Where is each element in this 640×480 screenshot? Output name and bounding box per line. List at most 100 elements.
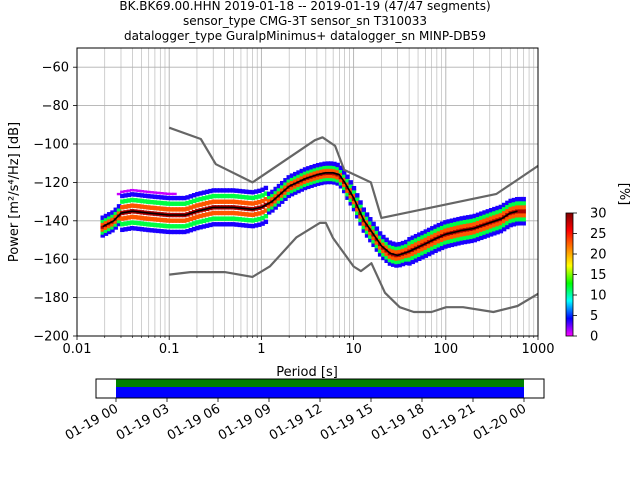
heatmap-cell xyxy=(263,185,269,191)
heatmap-cell xyxy=(165,218,171,223)
heatmap-cell xyxy=(133,220,138,226)
heatmap-cell xyxy=(204,195,210,200)
heatmap-cell xyxy=(423,237,429,242)
heatmap-cell xyxy=(286,175,291,180)
heatmap-cell xyxy=(169,218,174,223)
heatmap-cell xyxy=(505,204,510,210)
heatmap-cell xyxy=(107,223,112,229)
heatmap-cell xyxy=(404,246,409,252)
heatmap-cell xyxy=(430,242,435,247)
heatmap-cell xyxy=(312,167,318,172)
heatmap-cell xyxy=(469,234,474,240)
heatmap-cell xyxy=(417,240,422,245)
heatmap-cell xyxy=(390,258,396,264)
heatmap-cell xyxy=(172,195,177,201)
heatmap-cell xyxy=(328,164,334,169)
heatmap-cell xyxy=(338,165,344,170)
heatmap-cell xyxy=(384,244,389,250)
heatmap-cell xyxy=(116,218,122,224)
heatmap-cell xyxy=(227,188,233,193)
heatmap-cell xyxy=(253,211,259,217)
heatmap-cell xyxy=(508,218,513,224)
heatmap-cell xyxy=(498,228,504,234)
heatmap-cell xyxy=(263,219,269,225)
heatmap-cell xyxy=(178,201,184,206)
heatmap-cell xyxy=(191,221,197,226)
heatmap-cell xyxy=(355,210,360,215)
heatmap-cell xyxy=(364,219,370,224)
heatmap-cell xyxy=(433,224,438,229)
heatmap-cell xyxy=(358,214,363,219)
heatmap-cell xyxy=(195,225,200,231)
heatmap-cell xyxy=(390,245,396,250)
heatmap-cell xyxy=(413,250,419,255)
timeline-tick-label: 01-20 00 xyxy=(471,401,529,443)
heatmap-cell xyxy=(472,221,477,227)
heatmap-cell xyxy=(348,180,353,185)
heatmap-cell xyxy=(211,216,216,221)
colorbar-tick-label: 30 xyxy=(590,207,607,222)
heatmap-cell xyxy=(332,177,337,182)
heatmap-cell xyxy=(443,228,448,233)
timeline-tick-label: 01-19 00 xyxy=(63,401,121,443)
heatmap-cell xyxy=(410,239,415,244)
timeline-tick-label: 01-19 18 xyxy=(369,401,427,443)
heatmap-cell xyxy=(247,201,252,206)
heatmap-cell xyxy=(273,186,278,192)
y-tick-label: −80 xyxy=(42,99,69,114)
heatmap-cell xyxy=(129,226,135,231)
heatmap-cell xyxy=(358,200,363,205)
heatmap-cell xyxy=(394,242,399,247)
heatmap-cell xyxy=(116,207,122,212)
heatmap-cell xyxy=(374,229,380,235)
heatmap-cell xyxy=(110,213,115,218)
heatmap-cell xyxy=(436,230,442,236)
heatmap-cell xyxy=(175,229,180,235)
heatmap-cell xyxy=(165,229,171,235)
heatmap-cell xyxy=(514,205,520,210)
heatmap-cell xyxy=(257,211,262,216)
heatmap-cell xyxy=(247,223,252,229)
heatmap-cell xyxy=(452,225,458,231)
heatmap-cell xyxy=(306,181,311,186)
heatmap-cell xyxy=(159,191,164,195)
y-tick-label: −180 xyxy=(33,291,69,306)
heatmap-cell xyxy=(195,191,200,197)
heatmap-cell xyxy=(443,240,448,245)
heatmap-cell xyxy=(443,236,448,241)
heatmap-cell xyxy=(123,198,128,204)
heatmap-cell xyxy=(113,219,118,224)
heatmap-cell xyxy=(482,226,487,231)
heatmap-cell xyxy=(371,221,376,227)
heatmap-cell xyxy=(361,210,366,216)
heatmap-cell xyxy=(191,215,197,221)
heatmap-cell xyxy=(381,255,386,261)
heatmap-cell xyxy=(505,208,510,214)
heatmap-cell xyxy=(198,219,203,224)
heatmap-cell xyxy=(247,195,252,200)
heatmap-cell xyxy=(518,213,523,218)
heatmap-cell xyxy=(501,222,507,228)
heatmap-cell xyxy=(240,194,246,200)
heatmap-cell xyxy=(394,249,399,254)
heatmap-cell xyxy=(152,191,158,194)
x-axis-ticks: 0.01 0.1 1 10 100 1000 xyxy=(63,336,555,357)
heatmap-cell xyxy=(511,205,517,211)
heatmap-cell xyxy=(221,188,226,193)
heatmap-cell xyxy=(299,187,304,192)
heatmap-cell xyxy=(498,208,504,214)
heatmap-cell xyxy=(342,185,347,191)
timeline-tick-label: 01-19 21 xyxy=(420,401,478,443)
timeline-tick-label: 01-19 03 xyxy=(114,401,172,443)
heatmap-cell xyxy=(426,231,432,237)
heatmap-cell xyxy=(413,242,419,247)
heatmap-cell xyxy=(146,227,151,233)
heatmap-cell xyxy=(100,215,105,220)
heatmap-cell xyxy=(420,255,425,260)
heatmap-cell xyxy=(511,213,517,219)
heatmap-cell xyxy=(521,204,526,210)
heatmap-cell xyxy=(273,202,278,207)
heatmap-cell xyxy=(361,221,366,226)
heatmap-cell xyxy=(136,198,141,203)
